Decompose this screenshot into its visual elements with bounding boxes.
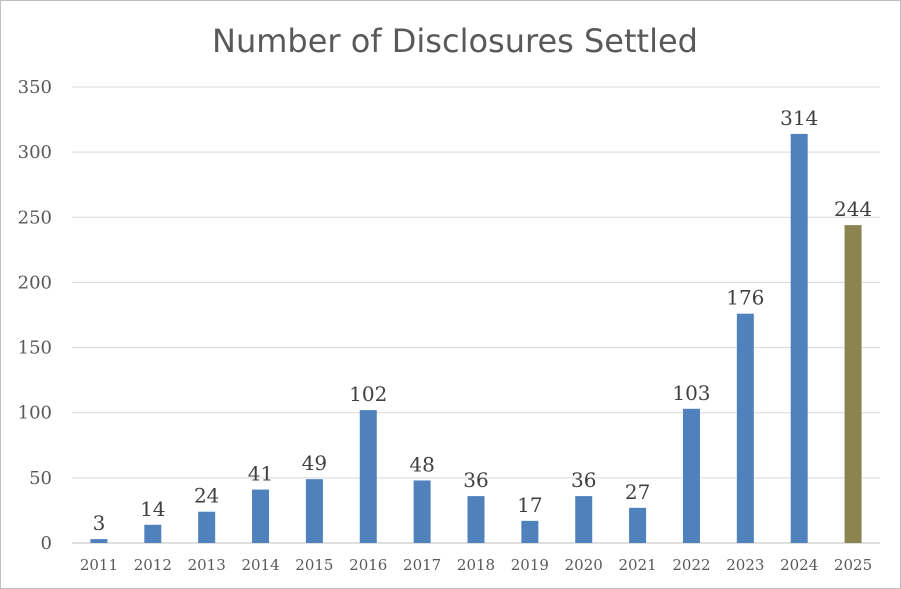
bar-2018 (467, 496, 485, 543)
bar-2013 (198, 511, 216, 543)
x-tick-label: 2023 (726, 556, 764, 574)
bar-2016 (359, 410, 377, 543)
data-label: 48 (409, 452, 434, 476)
bars (90, 133, 862, 544)
y-tick-label: 150 (18, 338, 52, 359)
data-label: 244 (834, 197, 872, 221)
x-tick-label: 2019 (511, 556, 549, 574)
y-tick-label: 300 (18, 142, 52, 163)
bar-2021 (629, 507, 647, 543)
data-label: 314 (780, 106, 818, 130)
x-tick-label: 2018 (457, 556, 495, 574)
data-label: 49 (302, 451, 327, 475)
y-axis: 0 50 100 150 200 250 300 350 (18, 77, 52, 554)
x-tick-label: 2022 (672, 556, 710, 574)
bar-2012 (144, 524, 162, 543)
data-label: 27 (625, 480, 650, 504)
data-label: 14 (140, 497, 165, 521)
x-tick-label: 2017 (403, 556, 441, 574)
bar-2017 (413, 480, 431, 543)
x-tick-label: 2015 (295, 556, 333, 574)
data-label: 36 (571, 468, 596, 492)
x-tick-label: 2014 (241, 556, 279, 574)
x-tick-label: 2011 (80, 556, 118, 574)
data-label: 176 (726, 286, 764, 310)
chart-title: Number of Disclosures Settled (212, 22, 698, 60)
bar-2015 (305, 479, 323, 543)
x-axis: 2011 2012 2013 2014 2015 2016 2017 2018 2019 2020… (80, 556, 872, 574)
data-label: 41 (248, 462, 273, 486)
bar-2024 (790, 133, 808, 543)
bar-2023 (736, 313, 754, 543)
bar-2014 (252, 489, 270, 543)
x-tick-label: 2016 (349, 556, 387, 574)
x-tick-label: 2013 (188, 556, 226, 574)
y-tick-label: 100 (18, 403, 52, 424)
bar-2020 (575, 496, 593, 543)
y-tick-label: 350 (18, 77, 52, 98)
x-tick-label: 2021 (619, 556, 657, 574)
x-tick-label: 2024 (780, 556, 818, 574)
x-tick-label: 2025 (834, 556, 872, 574)
data-label: 17 (517, 493, 542, 517)
data-label: 103 (672, 381, 710, 405)
x-tick-label: 2020 (565, 556, 603, 574)
data-label: 36 (463, 468, 488, 492)
y-tick-label: 0 (41, 533, 52, 554)
bar-2019 (521, 520, 539, 543)
bar-2025 (844, 225, 862, 544)
x-tick-label: 2012 (134, 556, 172, 574)
bar-2011 (90, 539, 108, 543)
data-label: 24 (194, 484, 219, 508)
data-label: 102 (349, 382, 387, 406)
data-label: 3 (93, 511, 106, 535)
y-tick-label: 50 (29, 468, 52, 489)
y-tick-label: 250 (18, 207, 52, 228)
y-tick-label: 200 (18, 272, 52, 293)
bar-2022 (682, 408, 700, 543)
